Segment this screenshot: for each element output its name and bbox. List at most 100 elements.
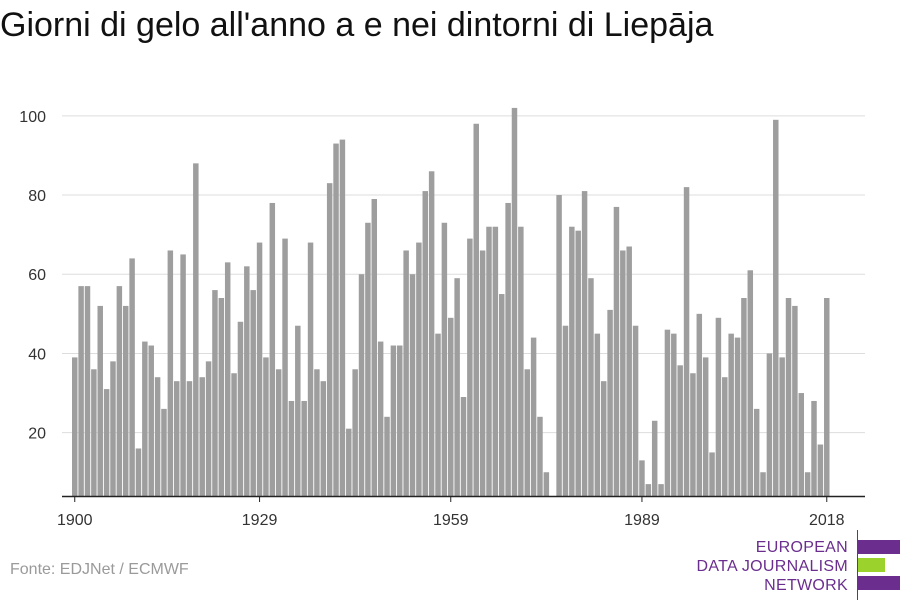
bar-1911 [142, 341, 148, 496]
bar-1955 [422, 191, 429, 496]
logo-divider [857, 530, 858, 600]
bar-1987 [626, 246, 632, 496]
bar-1965 [486, 226, 492, 496]
bar-1997 [690, 373, 696, 496]
bar-2011 [779, 357, 785, 496]
chart-title: Giorni di gelo all'anno a e nei dintorni… [0, 6, 714, 44]
bar-1902 [84, 286, 91, 496]
bar-2009 [766, 353, 773, 496]
bar-1928 [250, 290, 256, 496]
bar-1934 [288, 400, 295, 496]
bar-1977 [562, 325, 569, 496]
bar-1933 [282, 238, 288, 496]
bar-1923 [218, 298, 225, 496]
bar-2017 [817, 444, 824, 496]
bar-2003 [728, 333, 734, 496]
bar-1958 [441, 222, 448, 496]
y-tick-label: 80 [28, 188, 46, 205]
bar-1990 [645, 484, 652, 496]
bar-1939 [320, 381, 327, 496]
bar-1904 [97, 305, 103, 496]
bar-2002 [722, 377, 728, 496]
bar-1972 [530, 337, 537, 496]
bar-1906 [110, 361, 116, 496]
bar-1979 [575, 230, 581, 496]
bar-1968 [505, 202, 511, 496]
logo-text: EUROPEAN DATA JOURNALISM NETWORK [697, 538, 848, 595]
bar-2012 [785, 298, 792, 496]
bar-1985 [613, 206, 620, 497]
bar-1944 [352, 369, 358, 496]
bar-1964 [479, 250, 486, 496]
bar-1918 [186, 381, 193, 496]
bar-2004 [734, 337, 741, 496]
bar-1907 [116, 286, 123, 496]
bar-1976 [556, 195, 562, 497]
bar-1922 [212, 290, 218, 496]
bar-1926 [237, 321, 244, 496]
bar-1989 [639, 460, 645, 496]
bar-1935 [295, 325, 301, 496]
bar-1951 [397, 345, 403, 496]
x-tick-labels: 1900 1929 1959 1989 2018 [57, 512, 845, 529]
bar-1980 [581, 191, 588, 496]
source-note: Fonte: EDJNet / ECMWF [10, 561, 189, 578]
bar-1938 [314, 369, 320, 496]
bar-1971 [524, 369, 530, 496]
bar-1916 [173, 381, 180, 496]
bar-1915 [167, 250, 174, 496]
bar-2005 [741, 298, 747, 496]
bar-1995 [677, 365, 683, 496]
bar-1978 [569, 226, 575, 496]
edjnet-logo: EUROPEAN DATA JOURNALISM NETWORK [697, 530, 900, 600]
bar-1901 [78, 286, 84, 496]
bar-1908 [122, 305, 129, 496]
bar-1960 [454, 278, 460, 496]
bar-1963 [473, 123, 479, 496]
bar-1927 [244, 266, 250, 496]
bar-1909 [129, 258, 135, 496]
logo-line-1: EUROPEAN [755, 539, 848, 556]
bar-1940 [326, 183, 333, 496]
bar-2008 [760, 472, 766, 496]
bar-2016 [811, 400, 817, 496]
bar-1946 [365, 222, 371, 496]
bar-1905 [103, 389, 110, 496]
logo-line-2: DATA JOURNALISM [696, 558, 848, 575]
bar-1961 [460, 397, 467, 496]
bars [72, 107, 830, 497]
bar-1954 [416, 242, 422, 496]
bar-1937 [307, 242, 314, 496]
bar-1929 [256, 242, 263, 496]
bar-1919 [193, 163, 199, 497]
bar-1991 [651, 420, 658, 496]
bar-1921 [205, 361, 212, 496]
bar-1956 [428, 171, 435, 496]
bar-1998 [696, 313, 703, 496]
bar-2018 [824, 298, 830, 496]
bar-1941 [333, 143, 339, 496]
bar-1903 [91, 369, 97, 496]
bar-1966 [492, 226, 499, 496]
bar-1959 [448, 317, 454, 496]
bar-2001 [715, 317, 722, 496]
logo-line-3: NETWORK [764, 577, 848, 594]
bar-2000 [709, 452, 715, 496]
bar-1996 [683, 187, 690, 496]
bar-1912 [148, 345, 154, 496]
bar-1993 [664, 329, 671, 496]
bar-1932 [275, 369, 282, 496]
bar-1930 [263, 357, 269, 496]
bar-2010 [773, 119, 779, 497]
x-tick-label: 2018 [809, 512, 845, 529]
bar-1992 [658, 484, 664, 496]
bar-1969 [511, 107, 518, 497]
bar-2007 [753, 408, 760, 496]
y-tick-labels: 20 40 60 80 100 [19, 109, 46, 443]
x-axis [62, 495, 865, 502]
x-tick-label: 1989 [624, 512, 660, 529]
bar-2015 [804, 472, 811, 496]
bar-1945 [358, 274, 365, 496]
bar-1999 [702, 357, 709, 496]
